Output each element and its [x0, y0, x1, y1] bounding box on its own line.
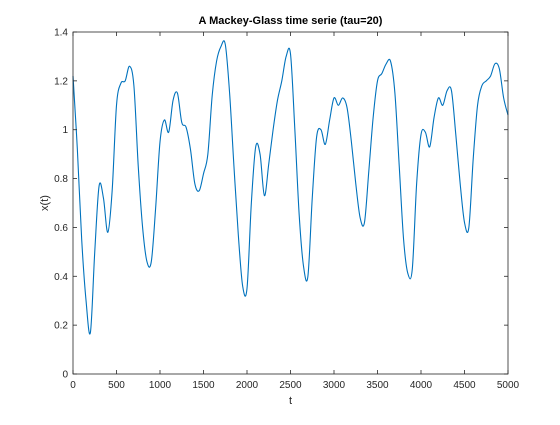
y-tick-label: 0.2: [54, 321, 68, 332]
x-tick-label: 4500: [453, 380, 476, 391]
y-tick-label: 1: [62, 125, 68, 136]
y-axis-label: x(t): [39, 195, 51, 211]
x-tick-label: 4000: [410, 380, 433, 391]
x-tick-label: 2500: [279, 380, 302, 391]
chart-title: A Mackey-Glass time serie (tau=20): [199, 15, 383, 27]
plot-area: [73, 32, 508, 374]
y-tick-label: 0.8: [54, 174, 68, 185]
x-tick-label: 3500: [366, 380, 389, 391]
x-tick-label: 2000: [236, 380, 259, 391]
x-axis-label: t: [289, 395, 292, 407]
y-tick-label: 0.6: [54, 223, 68, 234]
x-tick-label: 3000: [323, 380, 346, 391]
x-tick-label: 500: [108, 380, 125, 391]
y-tick-label: 1.2: [54, 76, 68, 87]
y-tick-label: 0.4: [54, 272, 68, 283]
series-line: [72, 40, 509, 335]
x-tick-label: 1500: [192, 380, 215, 391]
x-tick-label: 1000: [149, 380, 172, 391]
y-tick-label: 1.4: [54, 28, 68, 39]
y-tick-label: 0: [62, 370, 68, 381]
x-tick-label: 5000: [497, 380, 520, 391]
x-tick-label: 0: [70, 380, 76, 391]
